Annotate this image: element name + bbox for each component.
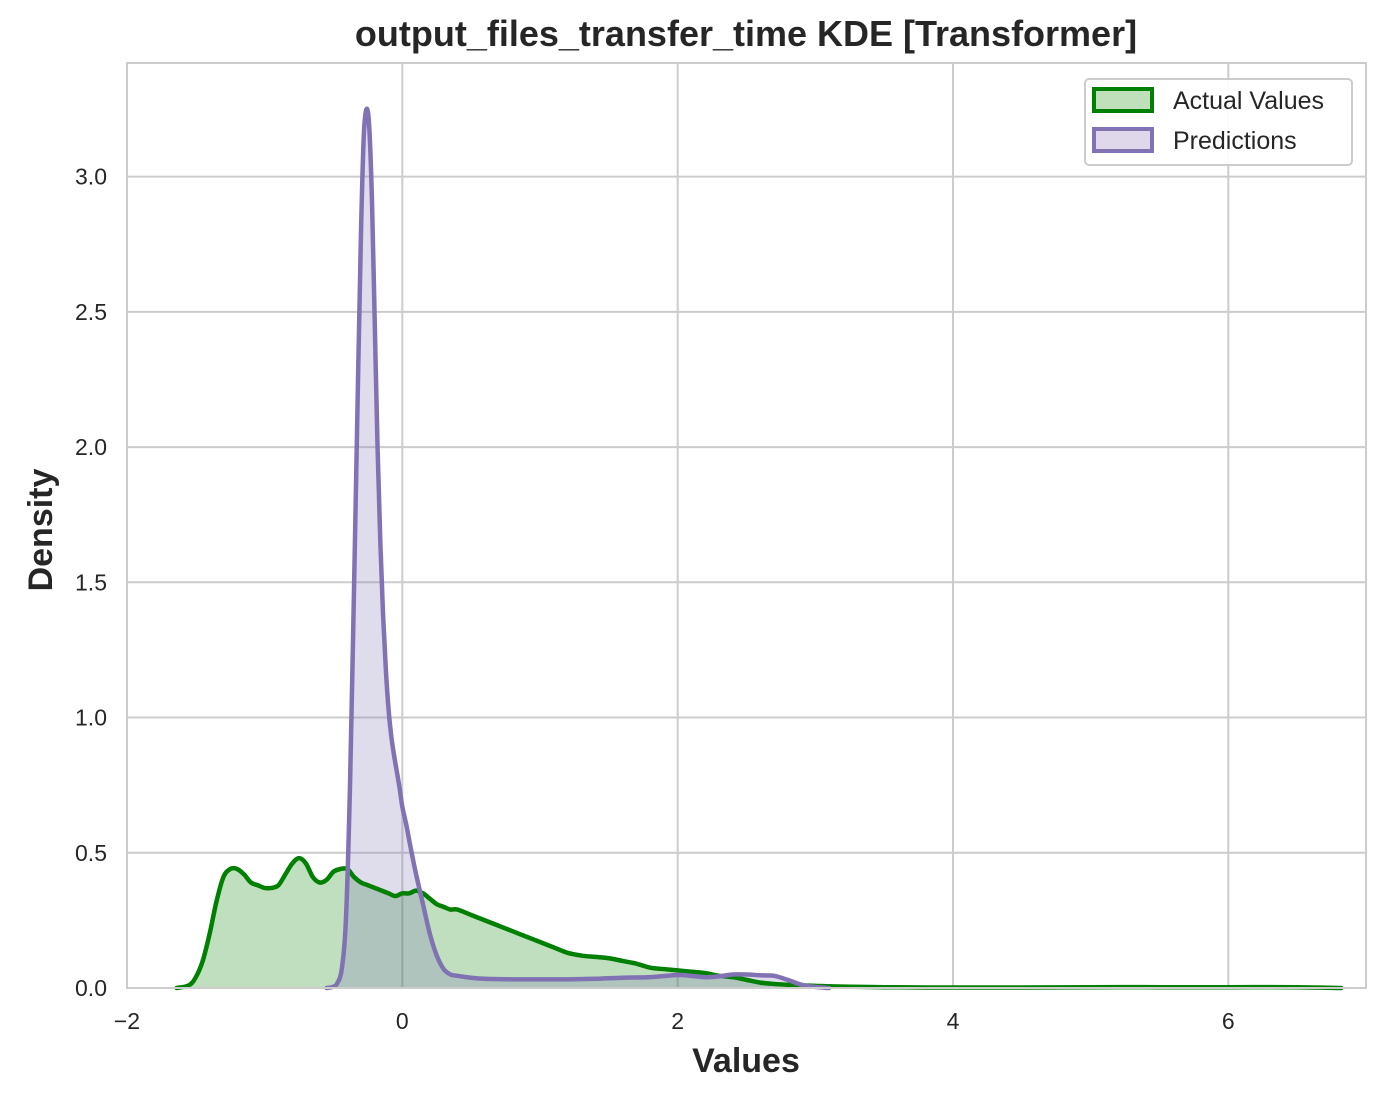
x-tick-label: 4 <box>947 1008 960 1034</box>
plot-frame <box>126 62 1367 989</box>
legend-label-actual-values: Actual Values <box>1173 87 1324 115</box>
series-fill-actual-values <box>176 858 1342 988</box>
y-tick-label: 2.0 <box>75 434 107 460</box>
y-tick-label: 2.5 <box>75 299 107 325</box>
x-tick-label: 2 <box>671 1008 684 1034</box>
legend: Actual Values Predictions <box>1084 78 1353 166</box>
series-fill-predictions <box>326 108 830 988</box>
y-tick-label: 3.0 <box>75 164 107 190</box>
x-axis-title: Values <box>692 1042 800 1080</box>
x-tick-label: 0 <box>396 1008 409 1034</box>
x-tick-label: 6 <box>1222 1008 1235 1034</box>
legend-swatch-actual-values <box>1092 87 1154 113</box>
chart-title: output_files_transfer_time KDE [Transfor… <box>355 13 1137 54</box>
grid-lines <box>126 63 1366 989</box>
series-line-actual-values <box>174 855 1344 991</box>
y-tick-label: 1.0 <box>75 705 107 731</box>
y-tick-label: 0.5 <box>75 840 107 866</box>
y-tick-label: 1.5 <box>75 569 107 595</box>
x-axis-ticks: −2 0 2 4 6 <box>114 1008 1235 1034</box>
legend-swatch-predictions <box>1092 127 1154 153</box>
y-axis-ticks: 0.0 0.5 1.0 1.5 2.0 2.5 3.0 <box>75 164 107 1001</box>
y-tick-label: 0.0 <box>75 975 107 1001</box>
plot-area <box>174 106 1344 991</box>
y-axis-title: Density <box>22 469 60 592</box>
series-line-predictions <box>324 106 832 991</box>
x-tick-label: −2 <box>114 1008 140 1034</box>
legend-label-predictions: Predictions <box>1173 127 1297 155</box>
